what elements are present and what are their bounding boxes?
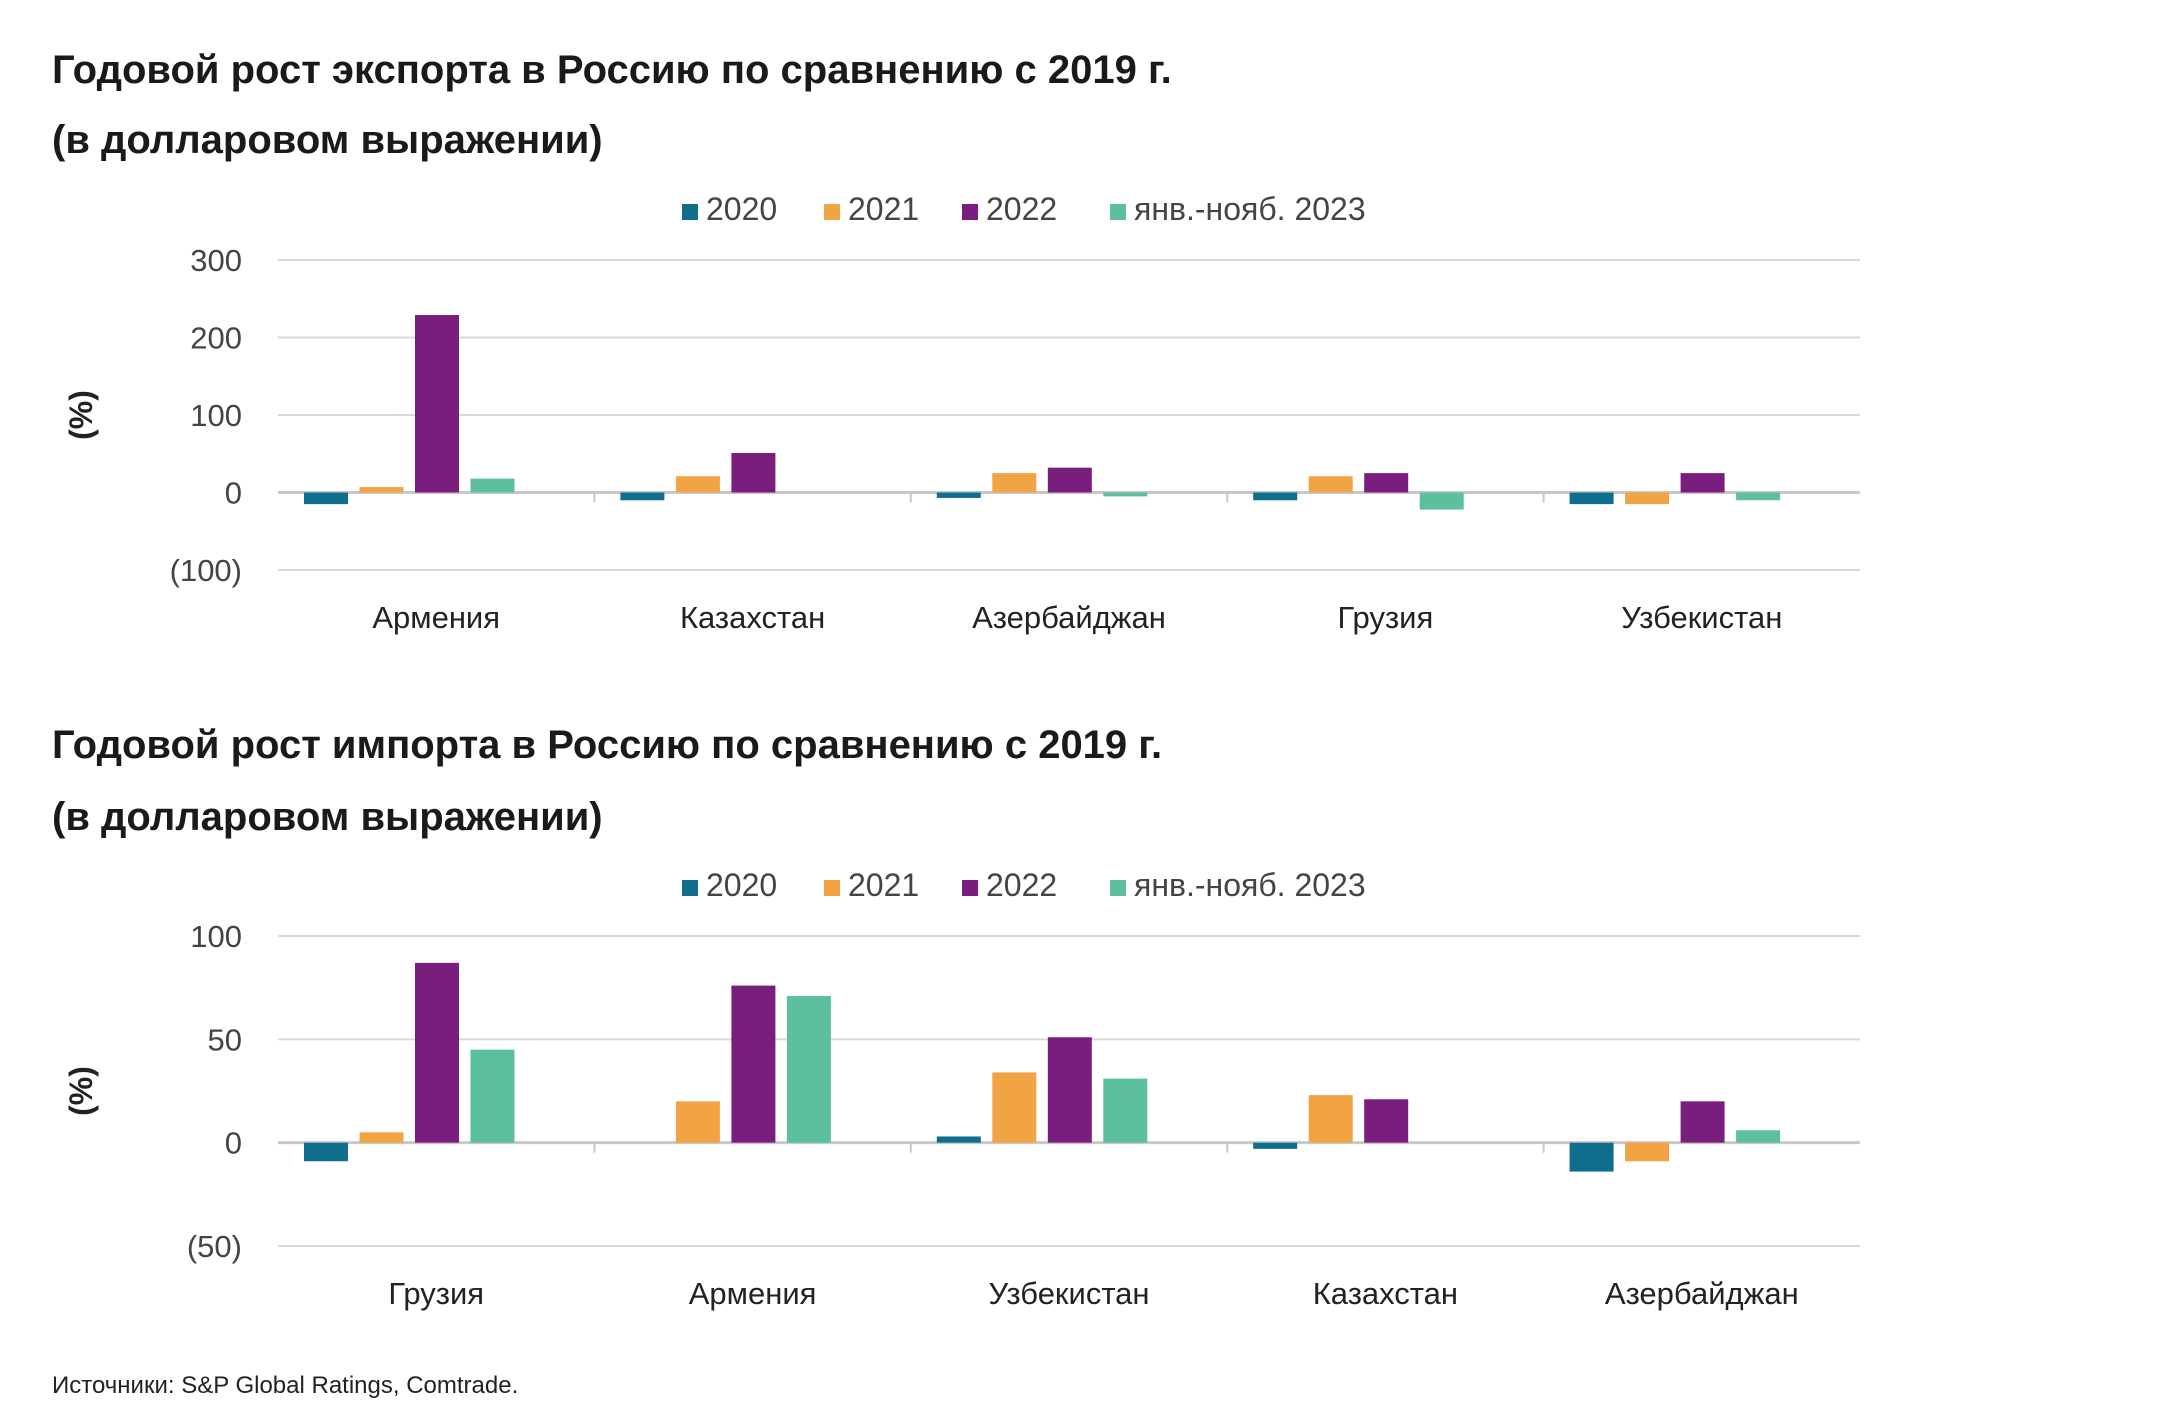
category-label: Армения	[372, 600, 500, 635]
bar	[1736, 1130, 1781, 1143]
bar	[1103, 492, 1148, 497]
chart1-subtitle: (в долларовом выражении)	[52, 118, 603, 162]
legend-label: 2022	[986, 867, 1057, 903]
y-axis-label: (%)	[63, 1066, 99, 1116]
bar	[470, 1049, 515, 1143]
bar	[304, 492, 348, 505]
y-tick-label: 50	[208, 1022, 242, 1057]
bar	[1680, 473, 1725, 493]
y-tick-label: 0	[225, 476, 242, 511]
legend-label: 2022	[986, 191, 1057, 227]
legend: 2020 2021 2022 янв.-нояб. 2023	[682, 191, 1366, 227]
bar	[1047, 1037, 1092, 1143]
category-label: Армения	[689, 1276, 817, 1311]
category-label: Азербайджан	[972, 600, 1166, 635]
bar	[415, 962, 459, 1143]
y-tick-label: (50)	[187, 1229, 242, 1264]
category-label: Казахстан	[1313, 1276, 1458, 1311]
legend-swatch	[1110, 880, 1126, 896]
category-label: Узбекистан	[988, 1276, 1149, 1311]
chart1-title: Годовой рост экспорта в Россию по сравне…	[52, 48, 1172, 92]
y-tick-label: 0	[225, 1126, 242, 1161]
bar	[1364, 1099, 1409, 1143]
legend: 2020 2021 2022 янв.-нояб. 2023	[682, 867, 1366, 903]
export-growth-chart: 2020 2021 2022 янв.-нояб. 2023 300 200 100 0 (10…	[63, 191, 1860, 635]
legend-swatch	[1110, 204, 1126, 220]
bar	[1736, 492, 1781, 501]
y-axis-label: (%)	[63, 390, 99, 440]
y-tick-label: 100	[190, 919, 242, 954]
bar	[359, 487, 404, 493]
y-tick-label: 200	[190, 321, 242, 356]
chart2-title: Годовой рост импорта в Россию по сравнен…	[52, 723, 1163, 767]
legend-label: 2020	[706, 867, 777, 903]
bar	[359, 1132, 404, 1143]
bar	[731, 452, 776, 493]
legend-swatch	[682, 880, 698, 896]
category-label: Казахстан	[680, 600, 825, 635]
bar	[1308, 1095, 1353, 1143]
y-tick-label: 300	[190, 243, 242, 278]
bar	[415, 315, 459, 493]
bar	[470, 478, 515, 493]
category-label: Грузия	[388, 1276, 484, 1311]
category-label: Грузия	[1338, 600, 1434, 635]
bar	[1253, 1142, 1298, 1149]
legend-label: янв.-нояб. 2023	[1134, 191, 1366, 227]
bar	[992, 1072, 1037, 1143]
legend-swatch	[962, 204, 978, 220]
bar	[1625, 492, 1670, 505]
category-label: Азербайджан	[1605, 1276, 1799, 1311]
bar	[1253, 492, 1298, 501]
y-tick-label: 100	[190, 398, 242, 433]
bar	[675, 1101, 720, 1143]
bar	[1364, 473, 1409, 493]
legend-swatch	[682, 204, 698, 220]
bar	[936, 1136, 981, 1143]
bar	[936, 492, 981, 498]
legend-label: 2021	[848, 867, 919, 903]
bar	[620, 492, 665, 501]
legend-label: 2020	[706, 191, 777, 227]
legend-swatch	[824, 880, 840, 896]
bar	[992, 473, 1037, 493]
bar	[1103, 1078, 1148, 1143]
source-note: Источники: S&P Global Ratings, Comtrade.	[52, 1372, 519, 1399]
chart2-subtitle: (в долларовом выражении)	[52, 795, 603, 839]
bar	[786, 995, 831, 1143]
bar	[1569, 1142, 1614, 1172]
bar	[1419, 492, 1464, 510]
y-tick-label: (100)	[170, 553, 242, 588]
bar	[1569, 492, 1614, 505]
bar	[1047, 467, 1092, 493]
legend-label: 2021	[848, 191, 919, 227]
bar	[1680, 1101, 1725, 1143]
bar	[1625, 1142, 1670, 1162]
bar	[675, 476, 720, 493]
category-label: Узбекистан	[1621, 600, 1782, 635]
import-growth-chart: 2020 2021 2022 янв.-нояб. 2023 100 50 0 (50) (%)…	[63, 867, 1860, 1311]
bar	[731, 985, 776, 1143]
bar	[304, 1142, 348, 1162]
bar	[1308, 476, 1353, 493]
legend-label: янв.-нояб. 2023	[1134, 867, 1366, 903]
legend-swatch	[962, 880, 978, 896]
legend-swatch	[824, 204, 840, 220]
